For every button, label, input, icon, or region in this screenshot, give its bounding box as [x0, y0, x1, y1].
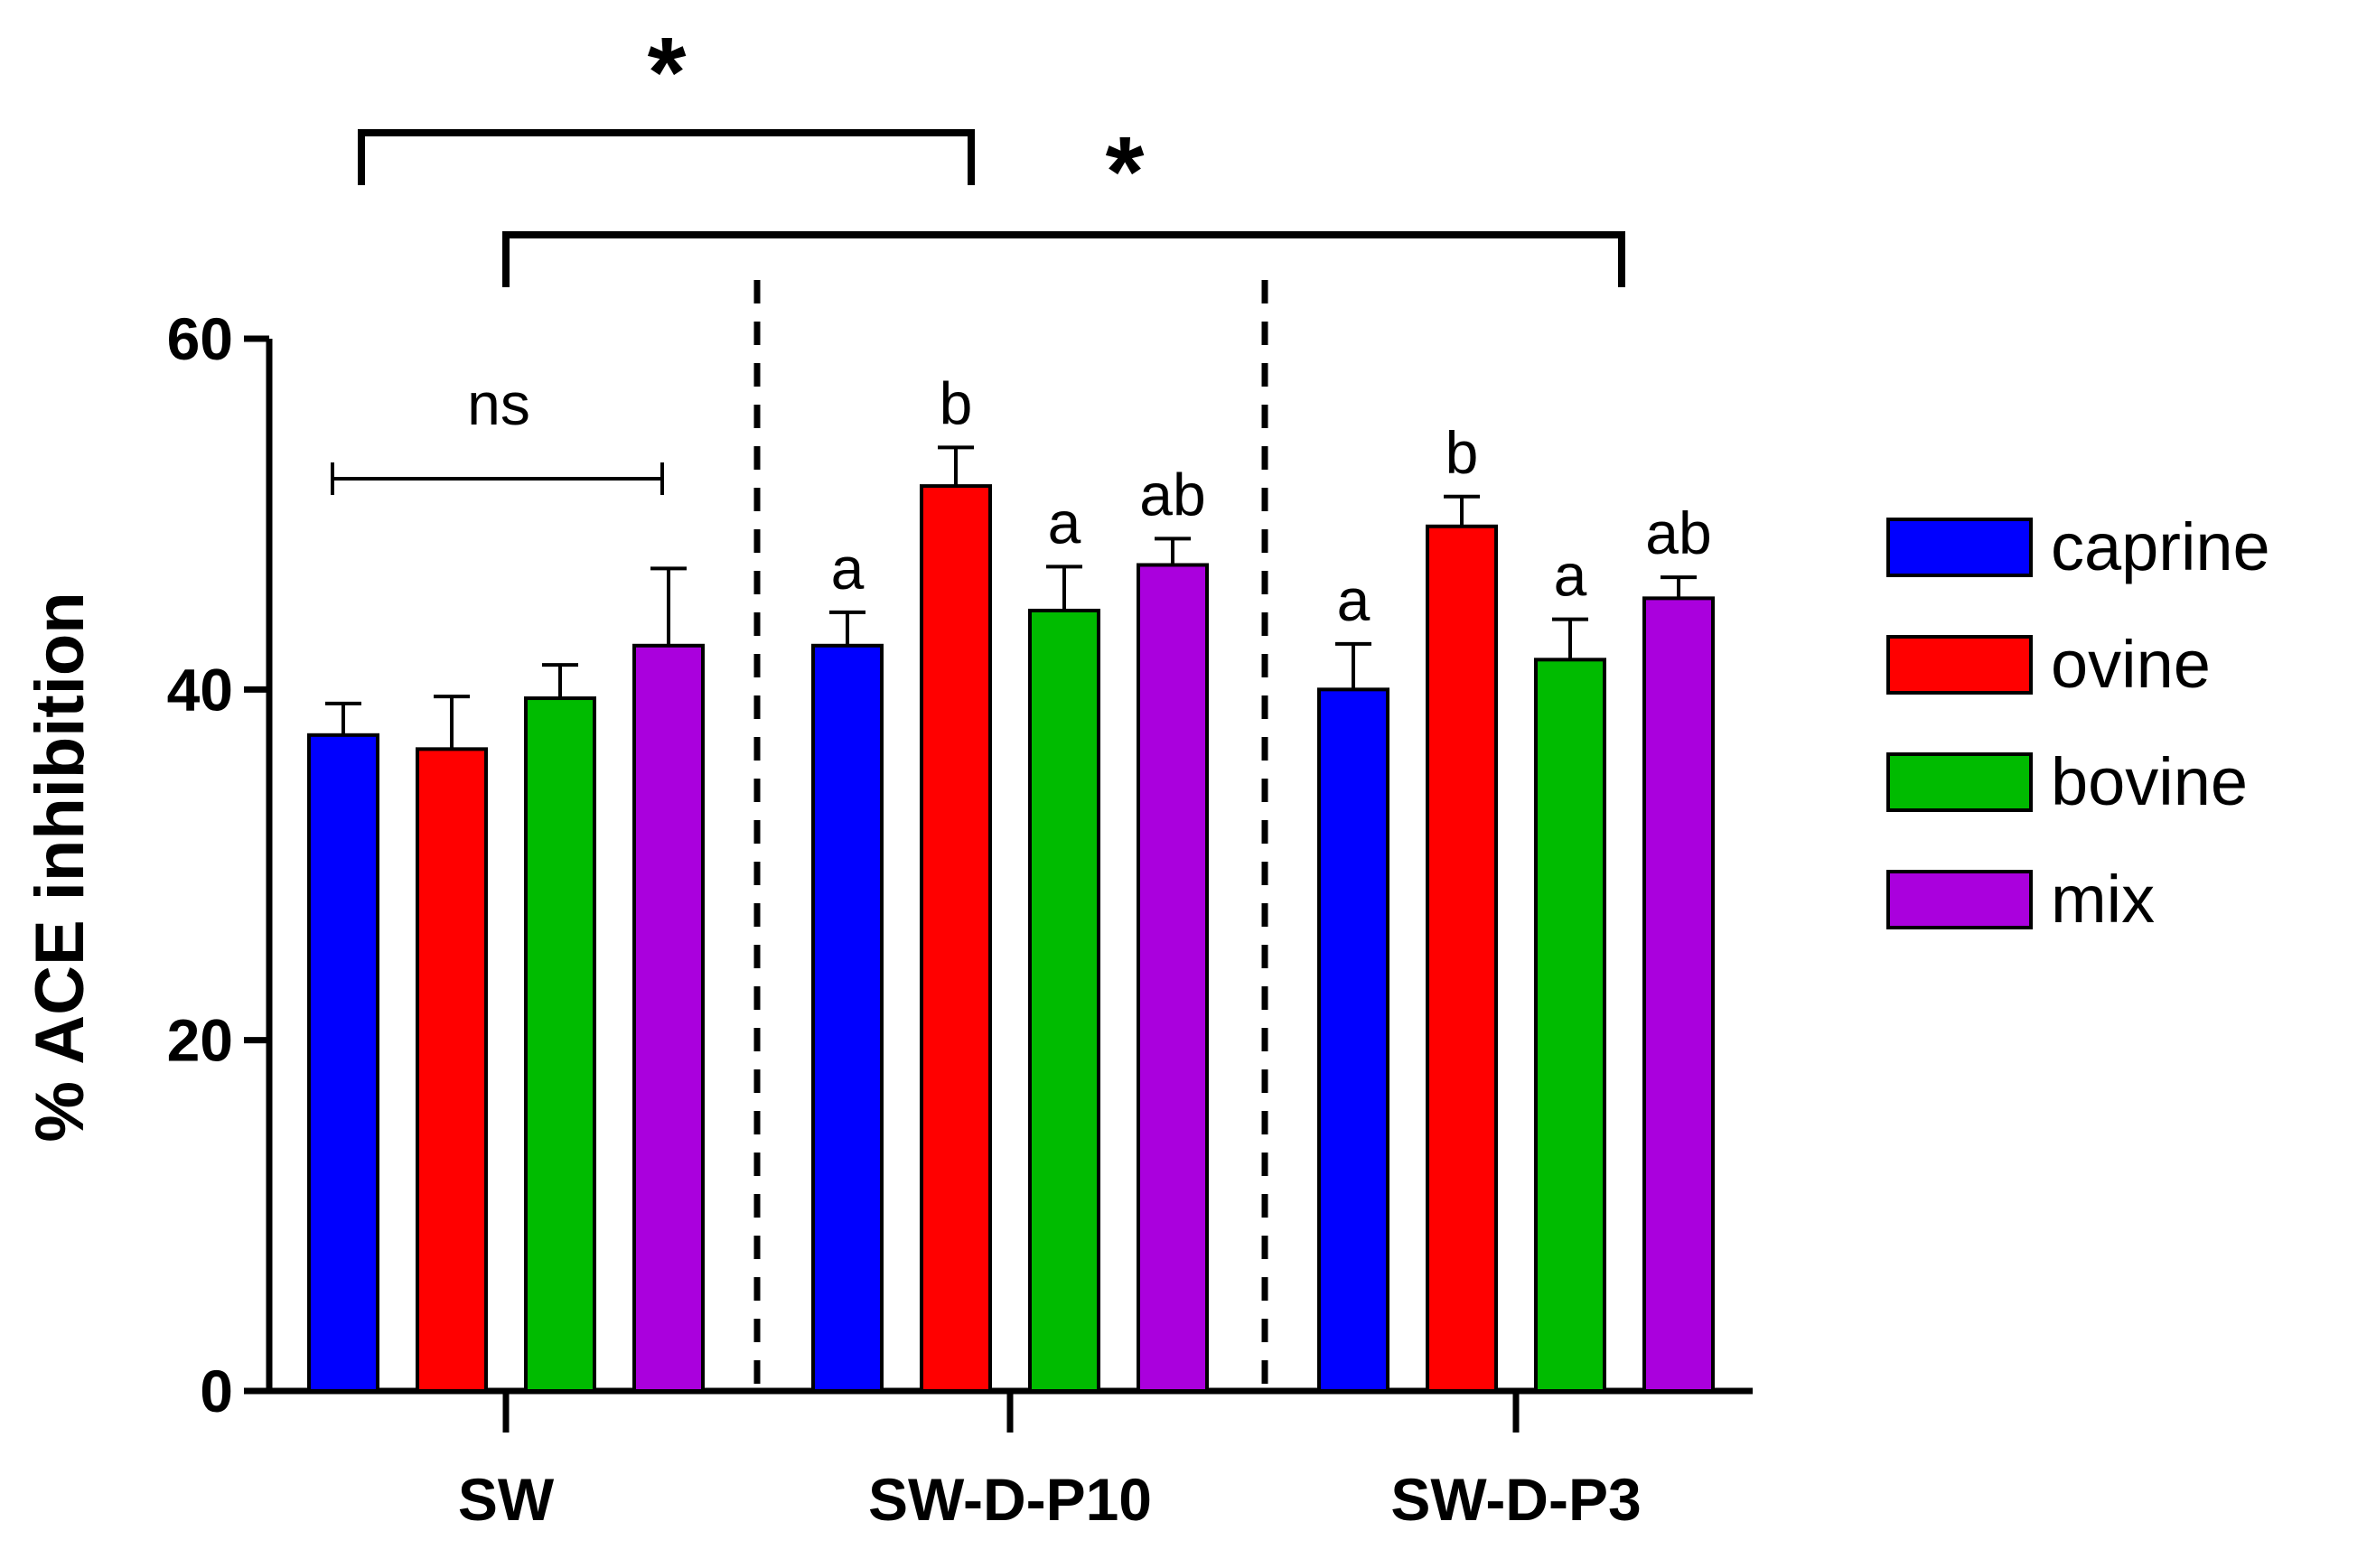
legend-swatch-mix	[1886, 870, 2033, 929]
bars	[307, 445, 1715, 1393]
significance-letter: b	[940, 369, 973, 436]
legend-label-bovine: bovine	[2051, 744, 2248, 819]
y-tick-label: 20	[167, 1007, 233, 1074]
legend-swatch-bovine	[1886, 752, 2033, 812]
bar	[1317, 687, 1389, 1393]
bar	[524, 696, 596, 1393]
legend-label-mix: mix	[2051, 862, 2155, 937]
y-axis-label: % ACE inhibition	[22, 592, 98, 1142]
legend-swatch-ovine	[1886, 635, 2033, 695]
x-category-label: SW-D-P10	[868, 1466, 1152, 1533]
bar	[1028, 608, 1100, 1393]
significance-letter: a	[1337, 566, 1371, 633]
bar	[811, 643, 884, 1393]
significance-letter: ab	[1645, 499, 1711, 566]
sig-star-sw-p3: *	[1106, 117, 1145, 228]
significance-letter: b	[1445, 419, 1479, 486]
y-tick-label: 0	[200, 1358, 233, 1424]
legend-label-caprine: caprine	[2051, 509, 2270, 584]
y-tick-label: 60	[167, 305, 233, 372]
significance-letter: a	[1554, 542, 1587, 609]
y-tick-label: 40	[167, 656, 233, 723]
sig-star-sw-p10: *	[648, 17, 687, 128]
bar	[1534, 658, 1606, 1393]
significance-letter: ab	[1139, 461, 1205, 527]
bar	[920, 484, 992, 1393]
x-category-label: SW	[458, 1466, 555, 1533]
x-category-label: SW-D-P3	[1390, 1466, 1641, 1533]
sig-bracket-sw-p10	[358, 129, 975, 185]
bar	[416, 747, 488, 1393]
legend-swatch-caprine	[1886, 518, 2033, 577]
bar	[1426, 524, 1498, 1393]
legend: caprine ovine bovine mix	[1886, 509, 2270, 937]
significance-letter: a	[1048, 489, 1081, 555]
significance-letter: a	[831, 535, 865, 602]
bar	[1137, 563, 1209, 1393]
bar	[1642, 596, 1715, 1393]
axes: 0 20 40 60 % ACE inhibition SW SW-D-P10 SW-D-P3	[22, 280, 1753, 1533]
bar	[307, 733, 379, 1393]
legend-label-ovine: ovine	[2051, 627, 2211, 702]
ns-label: ns	[467, 370, 530, 437]
bar	[632, 643, 705, 1393]
sig-bracket-sw-p3	[502, 231, 1625, 287]
